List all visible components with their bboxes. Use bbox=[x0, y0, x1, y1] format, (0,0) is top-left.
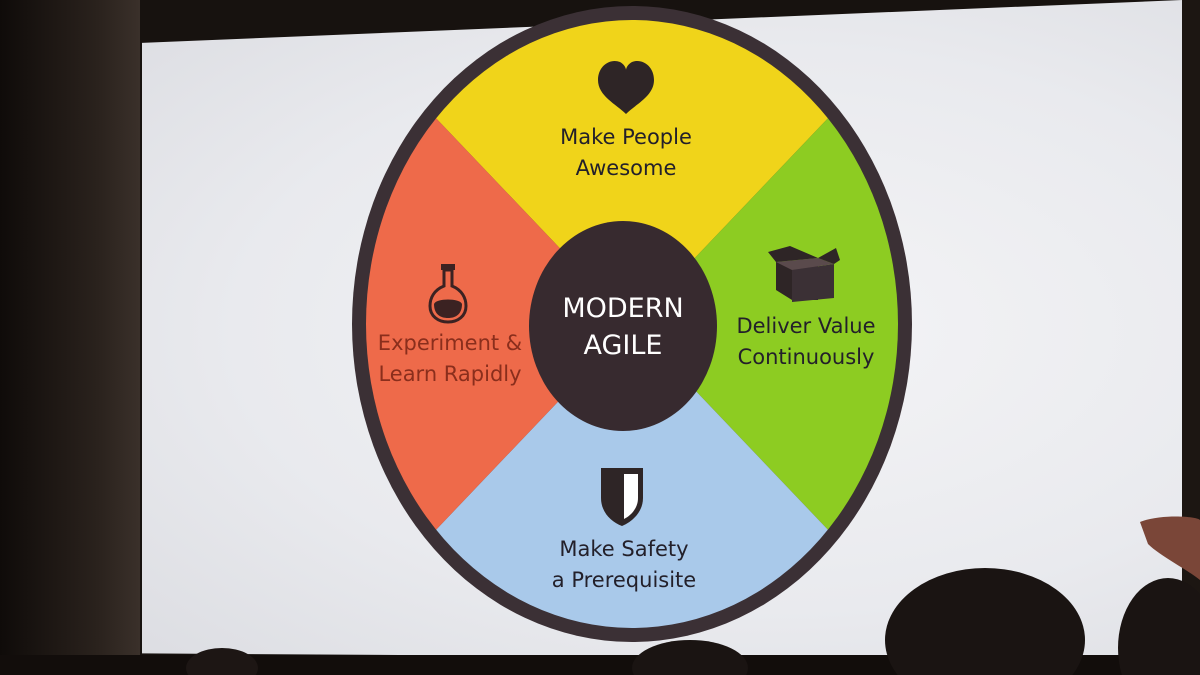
audience-head bbox=[885, 568, 1085, 675]
audience-head bbox=[632, 640, 748, 675]
label-value-line1: Deliver Value bbox=[736, 314, 875, 338]
flask-icon bbox=[428, 264, 468, 324]
heart-icon bbox=[598, 60, 654, 114]
label-safety-line1: Make Safety bbox=[559, 537, 688, 561]
label-safety-line2: a Prerequisite bbox=[552, 568, 696, 592]
center-label-line2: AGILE bbox=[584, 330, 663, 361]
center-label-line1: MODERN bbox=[562, 293, 683, 324]
audience-head bbox=[1118, 578, 1200, 675]
label-experiment-line1: Experiment & bbox=[378, 331, 522, 355]
audience-head bbox=[186, 648, 258, 675]
segment-safety bbox=[366, 324, 898, 628]
segment-experiment bbox=[366, 20, 632, 628]
room-left-wall bbox=[0, 0, 140, 675]
center-hub bbox=[529, 221, 717, 431]
shield-icon bbox=[601, 468, 643, 526]
label-people-line1: Make People bbox=[560, 125, 692, 149]
raised-hand bbox=[1140, 516, 1200, 580]
segment-value bbox=[632, 20, 898, 628]
box-icon bbox=[768, 246, 840, 302]
label-people-line2: Awesome bbox=[576, 156, 677, 180]
label-experiment-line2: Learn Rapidly bbox=[378, 362, 521, 386]
segment-people bbox=[366, 20, 898, 324]
label-value-line2: Continuously bbox=[738, 345, 875, 369]
